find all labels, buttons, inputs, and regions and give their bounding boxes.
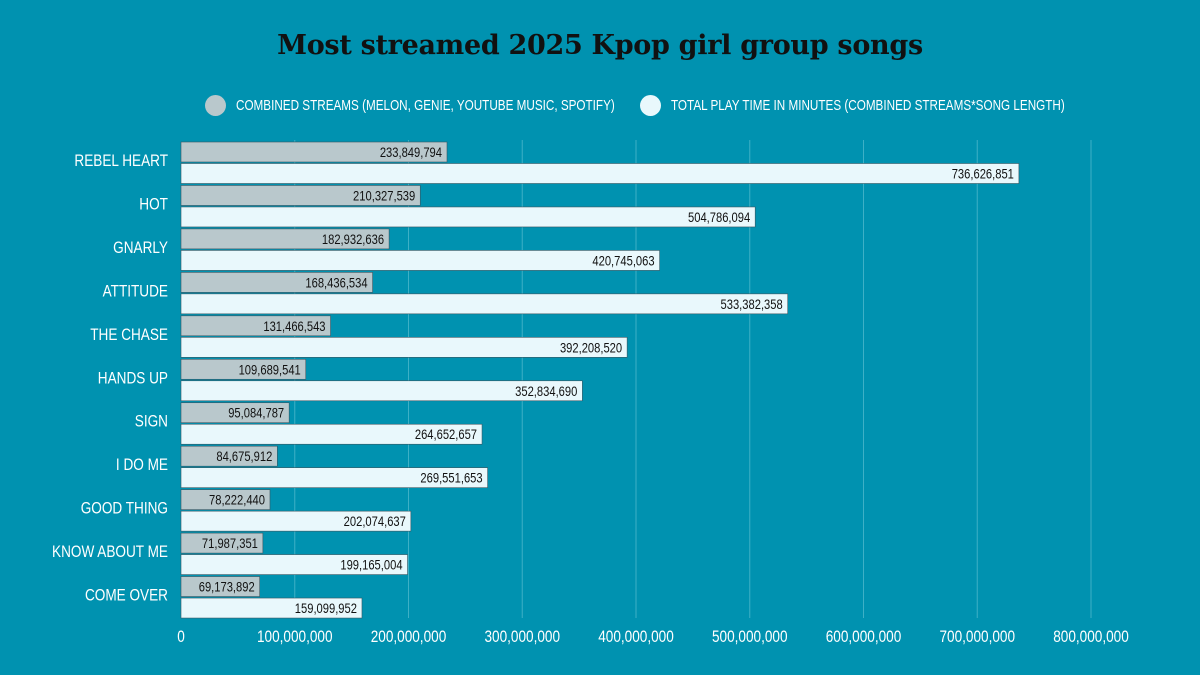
x-tick-label: 200,000,000 (371, 628, 447, 647)
bar-combined-streams (180, 185, 421, 206)
data-label: 533,382,358 (721, 297, 783, 312)
category-label: KNOW ABOUT ME (52, 543, 168, 562)
bar-total-play-time (180, 163, 1020, 184)
data-label: 264,652,657 (415, 427, 477, 442)
category-label: REBEL HEART (74, 152, 168, 171)
data-label: 95,084,787 (228, 406, 284, 421)
bar-total-play-time (180, 206, 756, 228)
x-tick-label: 700,000,000 (939, 628, 1015, 647)
data-label: 269,551,653 (420, 471, 482, 486)
bar-total-play-time (180, 510, 412, 532)
data-label: 392,208,520 (560, 340, 622, 355)
data-label: 420,745,063 (592, 253, 654, 268)
category-label: GNARLY (113, 239, 168, 258)
legend-label-streams: COMBINED STREAMS (MELON, GENIE, YOUTUBE … (236, 96, 615, 114)
data-label: 233,849,794 (380, 145, 442, 160)
legend-label-playtime: TOTAL PLAY TIME IN MINUTES (COMBINED STR… (671, 96, 1065, 114)
data-label: 159,099,952 (295, 601, 357, 616)
category-label: SIGN (135, 412, 168, 431)
x-tick-label: 600,000,000 (826, 628, 902, 647)
x-tick-label: 400,000,000 (598, 628, 674, 647)
x-tick-label: 500,000,000 (712, 628, 788, 647)
bar-combined-streams (180, 489, 271, 510)
category-label: HANDS UP (98, 369, 168, 388)
data-label: 199,165,004 (340, 557, 402, 572)
data-label: 78,222,440 (209, 492, 265, 507)
data-label: 210,327,539 (353, 188, 415, 203)
category-label: I DO ME (116, 456, 168, 475)
data-label: 71,987,351 (202, 536, 258, 551)
legend-swatch-playtime (640, 94, 661, 116)
bar-total-play-time (180, 423, 483, 445)
bar-combined-streams (180, 402, 290, 424)
category-label: ATTITUDE (103, 282, 168, 301)
category-label: HOT (139, 195, 168, 214)
bar-total-play-time (180, 380, 583, 402)
bar-combined-streams (180, 576, 260, 597)
x-tick-label: 100,000,000 (257, 628, 333, 647)
bar-total-play-time (180, 554, 408, 575)
bar-combined-streams (180, 272, 373, 293)
legend-item-playtime: TOTAL PLAY TIME IN MINUTES (COMBINED STR… (640, 94, 1176, 116)
bar-total-play-time (180, 337, 628, 358)
bar-combined-streams (180, 532, 264, 554)
x-tick-label: 800,000,000 (1053, 628, 1129, 647)
data-label: 109,689,541 (239, 362, 301, 377)
x-tick-label: 0 (177, 628, 185, 647)
data-label: 504,786,094 (688, 210, 750, 225)
chart-title: Most streamed 2025 Kpop girl group songs (277, 30, 923, 61)
bar-total-play-time (180, 250, 660, 271)
bar-combined-streams (180, 315, 331, 337)
category-label: THE CHASE (90, 325, 168, 344)
data-label: 736,626,851 (952, 166, 1014, 181)
legend-swatch-streams (205, 94, 226, 116)
data-label: 69,173,892 (199, 579, 255, 594)
x-tick-label: 300,000,000 (484, 628, 560, 647)
bar-combined-streams (180, 141, 448, 163)
bar-combined-streams (180, 445, 278, 467)
bar-total-play-time (180, 597, 363, 619)
data-label: 131,466,543 (263, 319, 325, 334)
bar-combined-streams (180, 358, 307, 380)
category-label: COME OVER (85, 586, 168, 605)
data-label: 202,074,637 (344, 514, 406, 529)
data-label: 182,932,636 (322, 232, 384, 247)
category-label: GOOD THING (81, 499, 168, 518)
bar-total-play-time (180, 467, 488, 488)
data-label: 168,436,534 (305, 275, 367, 290)
bar-total-play-time (180, 293, 789, 315)
bar-combined-streams (180, 228, 390, 250)
data-label: 352,834,690 (515, 384, 577, 399)
legend-item-streams: COMBINED STREAMS (MELON, GENIE, YOUTUBE … (205, 94, 722, 116)
data-label: 84,675,912 (216, 449, 272, 464)
